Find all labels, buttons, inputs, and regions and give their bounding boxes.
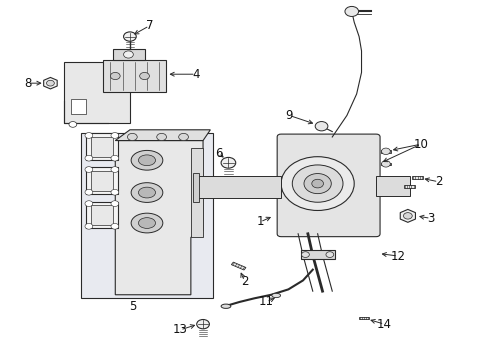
Bar <box>91 137 113 157</box>
Circle shape <box>311 179 323 188</box>
Circle shape <box>111 167 119 172</box>
Circle shape <box>111 201 119 207</box>
Polygon shape <box>380 163 390 165</box>
Circle shape <box>85 201 93 207</box>
Circle shape <box>157 134 166 140</box>
Circle shape <box>344 6 358 17</box>
Text: 13: 13 <box>172 323 187 336</box>
Circle shape <box>69 122 77 127</box>
Text: 10: 10 <box>413 138 427 150</box>
Ellipse shape <box>271 293 280 298</box>
Polygon shape <box>403 185 414 188</box>
Bar <box>81 134 212 298</box>
Circle shape <box>85 224 93 229</box>
Circle shape <box>85 132 93 138</box>
FancyBboxPatch shape <box>277 134 379 237</box>
Circle shape <box>178 134 188 140</box>
Circle shape <box>127 134 137 140</box>
Bar <box>86 202 118 228</box>
Circle shape <box>196 319 209 329</box>
Circle shape <box>123 32 136 41</box>
Circle shape <box>292 165 342 202</box>
Text: 6: 6 <box>214 147 222 159</box>
Bar <box>91 171 113 191</box>
Polygon shape <box>43 77 57 89</box>
Ellipse shape <box>131 213 163 233</box>
Text: 9: 9 <box>285 109 292 122</box>
Text: 12: 12 <box>390 249 405 262</box>
Circle shape <box>381 148 389 154</box>
Polygon shape <box>380 150 390 153</box>
Bar <box>86 134 118 160</box>
Polygon shape <box>64 62 130 123</box>
Circle shape <box>111 189 119 195</box>
Circle shape <box>281 157 353 211</box>
Ellipse shape <box>131 150 163 170</box>
Text: 3: 3 <box>426 212 433 225</box>
Circle shape <box>85 155 93 161</box>
Circle shape <box>111 224 119 229</box>
Polygon shape <box>358 317 368 319</box>
Text: 14: 14 <box>376 318 391 331</box>
Circle shape <box>111 155 119 161</box>
Circle shape <box>221 157 235 168</box>
Bar <box>86 167 118 194</box>
Circle shape <box>403 213 411 219</box>
Text: 2: 2 <box>240 275 248 288</box>
Text: 2: 2 <box>434 175 442 188</box>
Circle shape <box>301 252 309 257</box>
Text: 1: 1 <box>256 215 264 229</box>
Circle shape <box>111 132 119 138</box>
Ellipse shape <box>138 155 155 166</box>
Text: 7: 7 <box>145 19 153 32</box>
Circle shape <box>85 167 93 172</box>
Polygon shape <box>115 140 203 295</box>
Bar <box>103 60 166 92</box>
Circle shape <box>381 161 389 167</box>
Ellipse shape <box>131 183 163 202</box>
Bar <box>195 176 281 198</box>
Ellipse shape <box>138 218 155 228</box>
Text: 8: 8 <box>24 77 31 90</box>
Bar <box>113 49 144 60</box>
Circle shape <box>85 189 93 195</box>
Text: 5: 5 <box>128 300 136 313</box>
Bar <box>375 176 409 196</box>
Circle shape <box>123 51 133 58</box>
Circle shape <box>110 72 120 80</box>
Circle shape <box>304 174 330 194</box>
Polygon shape <box>400 210 415 222</box>
Bar <box>71 99 86 114</box>
Polygon shape <box>231 262 245 270</box>
Circle shape <box>140 72 149 80</box>
Circle shape <box>315 122 327 131</box>
Circle shape <box>46 80 54 86</box>
Polygon shape <box>115 130 210 140</box>
Polygon shape <box>300 250 334 259</box>
Text: 4: 4 <box>192 68 199 81</box>
Bar <box>190 148 203 237</box>
Polygon shape <box>411 176 422 179</box>
Circle shape <box>325 252 333 257</box>
Bar <box>91 205 113 225</box>
Text: 11: 11 <box>259 296 273 309</box>
Bar <box>193 173 199 202</box>
Ellipse shape <box>138 187 155 198</box>
Ellipse shape <box>221 304 230 309</box>
